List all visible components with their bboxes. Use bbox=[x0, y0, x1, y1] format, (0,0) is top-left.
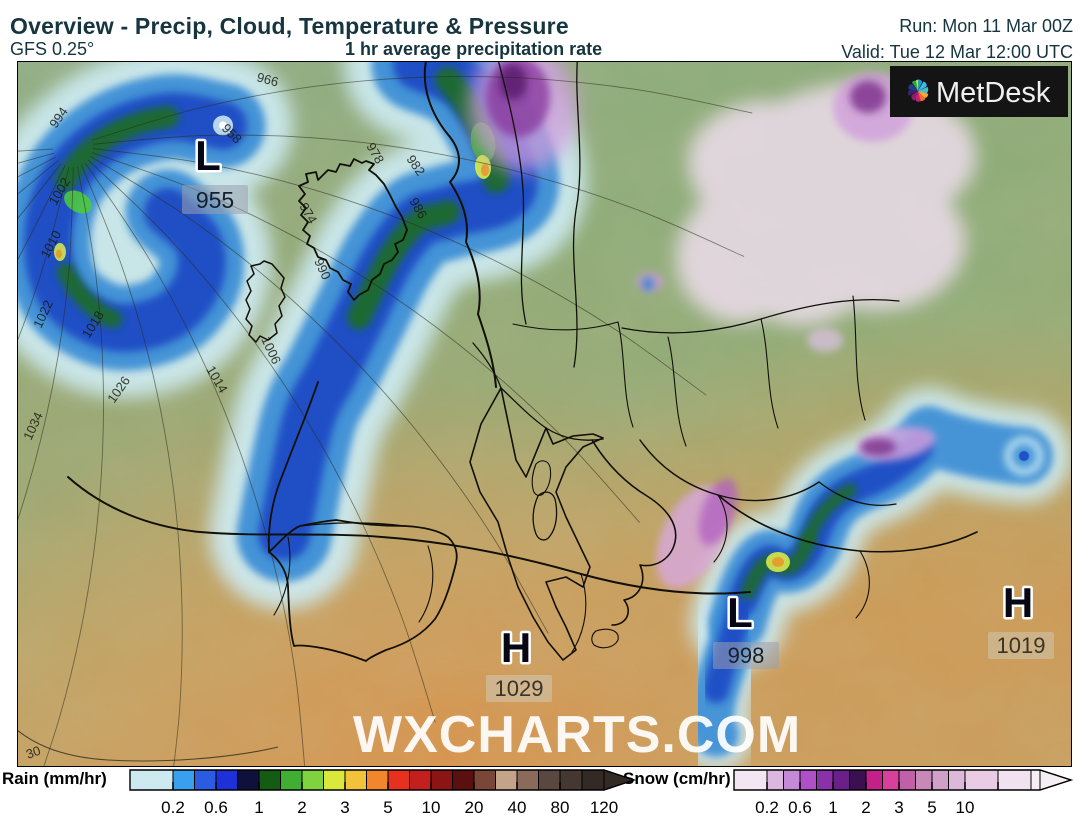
svg-text:40: 40 bbox=[508, 798, 527, 817]
svg-text:L: L bbox=[195, 132, 221, 179]
svg-text:1019: 1019 bbox=[997, 633, 1046, 658]
svg-text:0.6: 0.6 bbox=[788, 798, 812, 817]
svg-text:L: L bbox=[727, 589, 753, 636]
svg-text:H: H bbox=[1003, 579, 1033, 626]
svg-text:20: 20 bbox=[465, 798, 484, 817]
svg-text:3: 3 bbox=[340, 798, 349, 817]
svg-text:Rain (mm/hr): Rain (mm/hr) bbox=[2, 769, 107, 788]
svg-text:1: 1 bbox=[254, 798, 263, 817]
svg-text:10: 10 bbox=[956, 798, 975, 817]
svg-text:0.2: 0.2 bbox=[755, 798, 779, 817]
svg-text:Snow (cm/hr): Snow (cm/hr) bbox=[623, 769, 731, 788]
svg-text:80: 80 bbox=[551, 798, 570, 817]
svg-text:5: 5 bbox=[383, 798, 392, 817]
svg-text:1: 1 bbox=[828, 798, 837, 817]
svg-text:2: 2 bbox=[297, 798, 306, 817]
svg-text:955: 955 bbox=[196, 187, 234, 213]
svg-text:10: 10 bbox=[422, 798, 441, 817]
svg-text:998: 998 bbox=[728, 643, 765, 668]
svg-text:5: 5 bbox=[927, 798, 936, 817]
svg-text:3: 3 bbox=[894, 798, 903, 817]
svg-text:2: 2 bbox=[861, 798, 870, 817]
svg-text:0.6: 0.6 bbox=[204, 798, 228, 817]
svg-text:MetDesk: MetDesk bbox=[936, 77, 1051, 109]
svg-text:0.2: 0.2 bbox=[161, 798, 185, 817]
svg-text:H: H bbox=[501, 624, 531, 671]
svg-text:120: 120 bbox=[590, 798, 618, 817]
svg-text:1029: 1029 bbox=[495, 676, 544, 701]
svg-text:WXCHARTS.COM: WXCHARTS.COM bbox=[353, 706, 801, 764]
